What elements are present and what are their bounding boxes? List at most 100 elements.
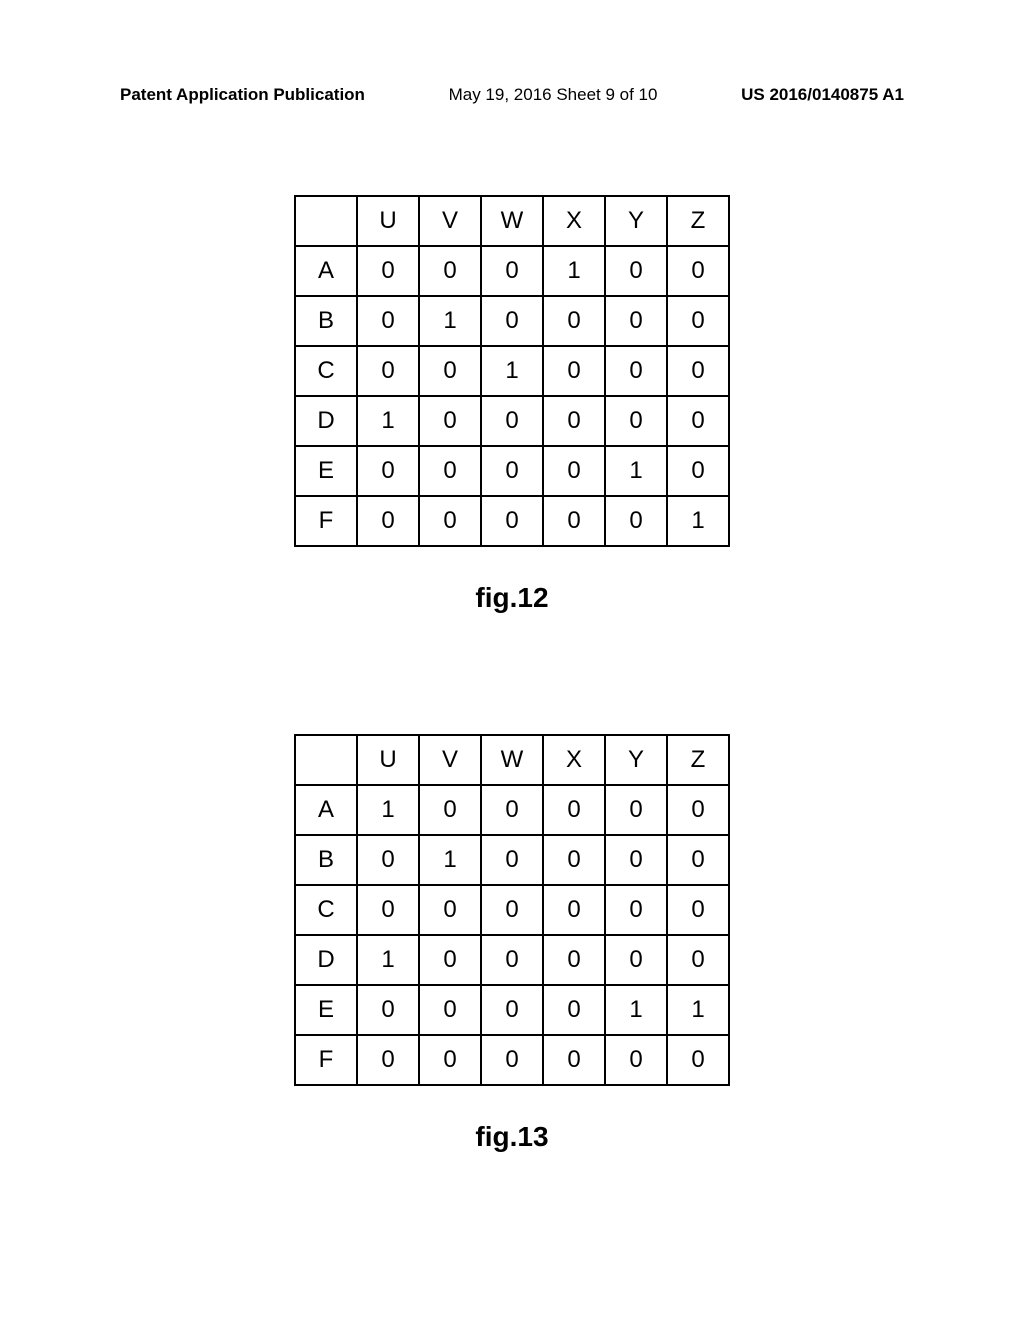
header-center: May 19, 2016 Sheet 9 of 10 bbox=[449, 85, 658, 105]
data-cell: 1 bbox=[357, 396, 419, 446]
data-cell: 1 bbox=[357, 785, 419, 835]
column-header: U bbox=[357, 735, 419, 785]
data-cell: 0 bbox=[419, 446, 481, 496]
data-cell: 0 bbox=[419, 985, 481, 1035]
data-cell: 1 bbox=[605, 985, 667, 1035]
data-cell: 0 bbox=[667, 346, 729, 396]
data-cell: 1 bbox=[667, 496, 729, 546]
row-label: D bbox=[295, 396, 357, 446]
data-cell: 1 bbox=[357, 935, 419, 985]
figure13-table-wrap: U V W X Y Z A 1 0 0 0 0 0 B 0 1 0 0 bbox=[120, 734, 904, 1086]
table-row: A 1 0 0 0 0 0 bbox=[295, 785, 729, 835]
data-cell: 0 bbox=[481, 835, 543, 885]
data-cell: 0 bbox=[543, 785, 605, 835]
data-cell: 0 bbox=[543, 296, 605, 346]
column-header: V bbox=[419, 196, 481, 246]
data-cell: 0 bbox=[481, 396, 543, 446]
data-cell: 0 bbox=[481, 885, 543, 935]
row-label: A bbox=[295, 785, 357, 835]
data-cell: 1 bbox=[481, 346, 543, 396]
table-header-row: U V W X Y Z bbox=[295, 735, 729, 785]
data-cell: 0 bbox=[667, 885, 729, 935]
data-cell: 0 bbox=[543, 835, 605, 885]
data-cell: 0 bbox=[419, 885, 481, 935]
data-cell: 0 bbox=[667, 246, 729, 296]
column-header: Z bbox=[667, 196, 729, 246]
column-header: W bbox=[481, 735, 543, 785]
row-label: B bbox=[295, 835, 357, 885]
data-cell: 0 bbox=[419, 496, 481, 546]
row-label: C bbox=[295, 346, 357, 396]
data-cell: 0 bbox=[481, 296, 543, 346]
table-row: A 0 0 0 1 0 0 bbox=[295, 246, 729, 296]
data-cell: 0 bbox=[667, 446, 729, 496]
data-cell: 0 bbox=[605, 496, 667, 546]
data-cell: 0 bbox=[605, 935, 667, 985]
data-cell: 0 bbox=[605, 246, 667, 296]
data-cell: 0 bbox=[667, 296, 729, 346]
data-cell: 0 bbox=[481, 985, 543, 1035]
header-right: US 2016/0140875 A1 bbox=[741, 85, 904, 105]
table-row: D 1 0 0 0 0 0 bbox=[295, 396, 729, 446]
table-row: B 0 1 0 0 0 0 bbox=[295, 835, 729, 885]
table-row: E 0 0 0 0 1 0 bbox=[295, 446, 729, 496]
column-header: Y bbox=[605, 735, 667, 785]
header-left: Patent Application Publication bbox=[120, 85, 365, 105]
data-cell: 0 bbox=[357, 985, 419, 1035]
page-header: Patent Application Publication May 19, 2… bbox=[120, 85, 904, 105]
data-cell: 1 bbox=[605, 446, 667, 496]
column-header: W bbox=[481, 196, 543, 246]
column-header: X bbox=[543, 196, 605, 246]
data-cell: 0 bbox=[667, 396, 729, 446]
data-cell: 0 bbox=[357, 246, 419, 296]
data-cell: 0 bbox=[543, 1035, 605, 1085]
table-corner-cell bbox=[295, 735, 357, 785]
row-label: F bbox=[295, 1035, 357, 1085]
row-label: C bbox=[295, 885, 357, 935]
figure12-table: U V W X Y Z A 0 0 0 1 0 0 B 0 1 0 0 bbox=[294, 195, 730, 547]
data-cell: 0 bbox=[481, 1035, 543, 1085]
data-cell: 0 bbox=[605, 1035, 667, 1085]
data-cell: 0 bbox=[357, 835, 419, 885]
table-row: F 0 0 0 0 0 0 bbox=[295, 1035, 729, 1085]
data-cell: 0 bbox=[419, 346, 481, 396]
data-cell: 0 bbox=[419, 1035, 481, 1085]
column-header: U bbox=[357, 196, 419, 246]
data-cell: 1 bbox=[419, 835, 481, 885]
data-cell: 1 bbox=[543, 246, 605, 296]
data-cell: 0 bbox=[357, 296, 419, 346]
data-cell: 0 bbox=[667, 935, 729, 985]
data-cell: 0 bbox=[357, 346, 419, 396]
data-cell: 0 bbox=[543, 446, 605, 496]
table-row: F 0 0 0 0 0 1 bbox=[295, 496, 729, 546]
row-label: D bbox=[295, 935, 357, 985]
column-header: Z bbox=[667, 735, 729, 785]
data-cell: 0 bbox=[605, 785, 667, 835]
row-label: E bbox=[295, 446, 357, 496]
data-cell: 0 bbox=[357, 885, 419, 935]
figure13-table: U V W X Y Z A 1 0 0 0 0 0 B 0 1 0 0 bbox=[294, 734, 730, 1086]
column-header: X bbox=[543, 735, 605, 785]
data-cell: 0 bbox=[481, 446, 543, 496]
page-container: Patent Application Publication May 19, 2… bbox=[0, 0, 1024, 1320]
data-cell: 1 bbox=[419, 296, 481, 346]
data-cell: 0 bbox=[667, 785, 729, 835]
row-label: B bbox=[295, 296, 357, 346]
data-cell: 1 bbox=[667, 985, 729, 1035]
data-cell: 0 bbox=[605, 296, 667, 346]
data-cell: 0 bbox=[419, 935, 481, 985]
column-header: V bbox=[419, 735, 481, 785]
data-cell: 0 bbox=[419, 396, 481, 446]
figure12-caption: fig.12 bbox=[120, 582, 904, 614]
data-cell: 0 bbox=[419, 785, 481, 835]
data-cell: 0 bbox=[543, 496, 605, 546]
column-header: Y bbox=[605, 196, 667, 246]
data-cell: 0 bbox=[667, 835, 729, 885]
data-cell: 0 bbox=[481, 496, 543, 546]
table-row: C 0 0 0 0 0 0 bbox=[295, 885, 729, 935]
data-cell: 0 bbox=[543, 396, 605, 446]
row-label: F bbox=[295, 496, 357, 546]
table-header-row: U V W X Y Z bbox=[295, 196, 729, 246]
data-cell: 0 bbox=[543, 935, 605, 985]
row-label: E bbox=[295, 985, 357, 1035]
